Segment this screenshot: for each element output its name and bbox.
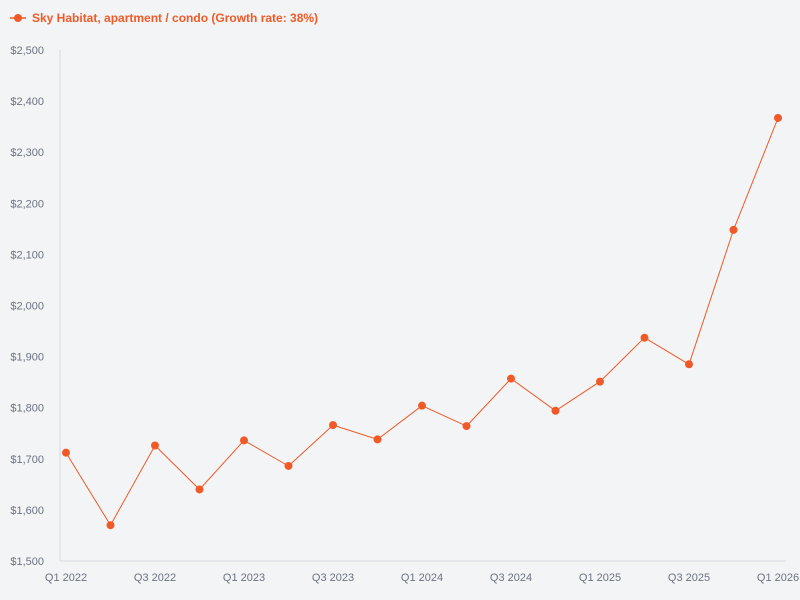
data-point[interactable]: Q3 2025: 1885 (685, 360, 693, 369)
data-point[interactable]: Q2 2025: 1937 (640, 333, 649, 342)
y-tick-label: $1,900 (10, 352, 44, 364)
legend[interactable]: Sky Habitat, apartment / condo (Growth r… (10, 8, 318, 28)
data-point[interactable]: Q1 2022: 1712 (62, 448, 70, 457)
y-tick-label: $1,500 (10, 556, 44, 568)
data-point[interactable]: Q1 2023: 1736 (240, 436, 248, 445)
data-point[interactable]: Q1 2025: 1851 (596, 377, 604, 386)
data-point[interactable]: Q4 2022: 1640 (195, 485, 204, 494)
data-point[interactable]: Q2 2022: 1570 (106, 521, 115, 530)
data-point[interactable]: Q2 2024: 1764 (462, 422, 471, 431)
data-point[interactable]: Q3 2023: 1766 (329, 421, 337, 430)
y-tick-label: $2,500 (10, 45, 44, 57)
x-tick-label: Q1 2022 (45, 572, 87, 584)
y-tick-label: $1,800 (10, 403, 44, 415)
series-line (65, 117, 779, 526)
y-tick-label: $1,600 (10, 505, 44, 517)
y-tick-label: $2,400 (10, 96, 44, 108)
data-point[interactable]: Q3 2022: 1726 (151, 441, 159, 450)
data-point[interactable]: Q1 2024: 1804 (418, 401, 426, 410)
data-point[interactable]: Q1 2026: 2367 (774, 113, 782, 122)
y-tick-label: $2,000 (10, 301, 44, 313)
x-tick-label: Q3 2023 (312, 572, 354, 584)
legend-marker-icon (10, 14, 26, 22)
x-tick-label: Q3 2025 (668, 572, 710, 584)
data-point[interactable]: Q3 2024: 1857 (507, 374, 515, 383)
y-tick-label: $1,700 (10, 454, 44, 466)
data-point[interactable]: Q2 2023: 1686 (284, 461, 293, 470)
data-point[interactable]: Q4 2024: 1794 (551, 406, 560, 415)
x-tick-label: Q3 2022 (134, 572, 176, 584)
data-point[interactable]: Q4 2023: 1738 (373, 435, 382, 444)
y-tick-label: $2,100 (10, 249, 44, 261)
legend-label: Sky Habitat, apartment / condo (Growth r… (32, 11, 319, 25)
data-point[interactable]: Q4 2025: 2148 (729, 225, 738, 234)
x-tick-label: Q1 2026 (757, 572, 799, 584)
x-tick-label: Q1 2025 (579, 572, 621, 584)
x-tick-label: Q1 2024 (401, 572, 443, 584)
x-tick-label: Q1 2023 (223, 572, 265, 584)
y-tick-label: $2,200 (10, 198, 44, 210)
x-tick-label: Q3 2024 (490, 572, 532, 584)
y-tick-label: $2,300 (10, 147, 44, 159)
